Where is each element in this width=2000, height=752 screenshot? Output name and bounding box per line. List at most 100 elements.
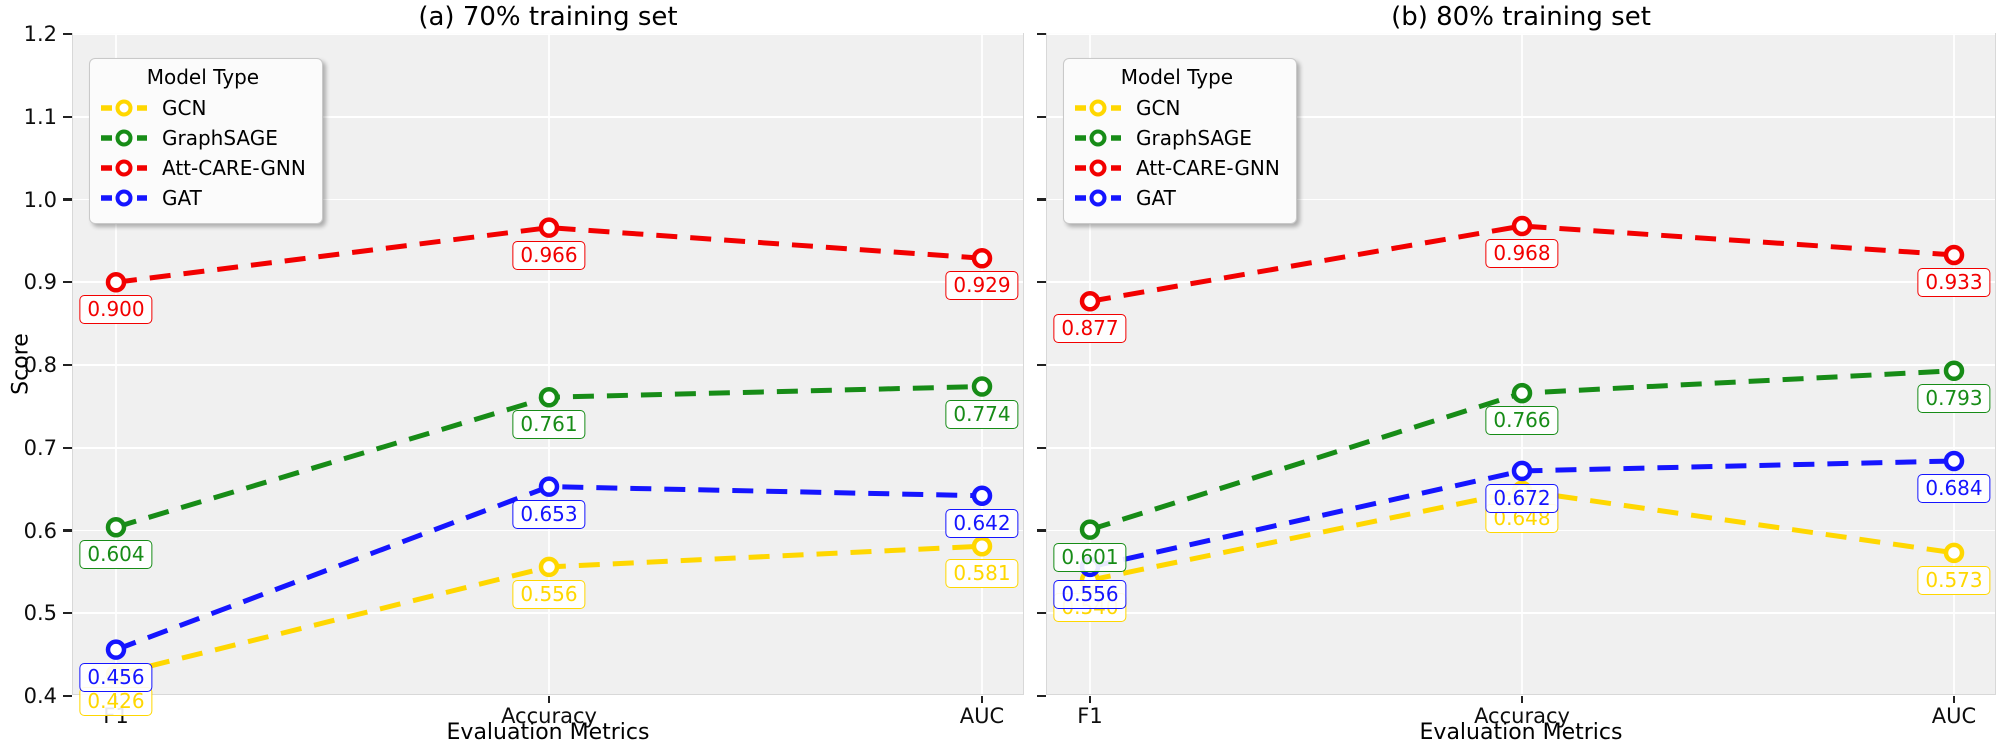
y-tick-mark (62, 612, 72, 615)
legend-item-label: GCN (1136, 96, 1181, 120)
legend-marker (115, 189, 133, 207)
data-label-GCN: 0.426 (79, 687, 153, 717)
y-tick-mark (1036, 281, 1046, 284)
y-tick-label: 1.2 (23, 22, 57, 46)
data-point-marker-GraphSAGE (1511, 382, 1533, 404)
data-label-Att-CARE-GNN: 0.933 (1917, 267, 1991, 297)
legend-item-GAT: GAT (1074, 183, 1280, 213)
legend-item-label: GraphSAGE (162, 126, 278, 150)
data-point-marker-GraphSAGE (971, 376, 993, 397)
data-point-marker-GCN (538, 556, 560, 578)
y-tick-label: 0.7 (23, 435, 57, 460)
y-gridline (73, 33, 1023, 35)
y-gridline (1047, 612, 1995, 615)
y-tick-label: 0.9 (23, 270, 57, 295)
y-tick-label: 0.4 (23, 684, 57, 708)
data-label-GCN: 0.556 (512, 579, 586, 609)
y-gridline (73, 281, 1023, 284)
line-marker-swatch-GCN (101, 99, 147, 117)
data-point-marker-GAT (1943, 450, 1965, 472)
legend-item-GCN: GCN (100, 93, 306, 123)
line-marker-swatch-GraphSAGE (101, 129, 147, 147)
data-point-marker-Att-CARE-GNN (1079, 291, 1101, 312)
x-tick-label: Accuracy (1474, 704, 1570, 728)
x-tick-mark (980, 696, 984, 703)
y-tick-mark (62, 281, 72, 284)
legend-item-Att-CARE-GNN: Att-CARE-GNN (1074, 153, 1280, 183)
y-gridline (1047, 695, 1995, 697)
y-tick-mark (1036, 446, 1046, 449)
x-tick-mark (1088, 696, 1092, 703)
x-tick-mark (1952, 696, 1956, 703)
y-gridline (1047, 198, 1995, 201)
legend-marker (1089, 99, 1107, 117)
data-label-GAT: 0.556 (1053, 579, 1127, 609)
y-gridline (73, 695, 1023, 697)
line-marker-swatch-GAT (101, 189, 147, 207)
y-tick-mark (1036, 198, 1046, 201)
y-tick-mark (1036, 115, 1046, 118)
data-point-marker-GAT (971, 485, 993, 506)
x-gridline (115, 34, 117, 694)
y-gridline (73, 612, 1023, 615)
legend-item-GraphSAGE: GraphSAGE (100, 123, 306, 153)
series-line-GCN (1089, 488, 1955, 583)
data-point-marker-GraphSAGE (105, 516, 127, 538)
legend-title: Model Type (146, 65, 260, 89)
data-label-GraphSAGE: 0.774 (945, 399, 1019, 429)
line-marker-swatch-GraphSAGE (1075, 129, 1121, 147)
y-tick-mark (62, 198, 72, 201)
legend-marker (115, 129, 133, 147)
x-tick-label: AUC (1931, 704, 1977, 728)
data-label-GAT: 0.642 (945, 508, 1019, 538)
y-tick-mark (1036, 529, 1046, 532)
y-tick-mark (62, 363, 72, 367)
legend-marker (1089, 129, 1107, 147)
data-point-marker-Att-CARE-GNN (538, 217, 560, 238)
y-gridline (73, 364, 1023, 366)
y-tick-mark (62, 694, 72, 698)
y-tick-label: 1.1 (23, 104, 57, 129)
y-gridline (1047, 364, 1995, 366)
y-gridline (73, 529, 1023, 532)
x-tick-label: Accuracy (501, 704, 597, 728)
x-tick-mark (1520, 696, 1524, 703)
line-marker-swatch-GAT (1075, 189, 1121, 207)
legend-item-label: GCN (162, 96, 207, 120)
x-gridline (548, 34, 550, 694)
data-label-GAT: 0.653 (512, 499, 586, 529)
line-marker-swatch-Att-CARE-GNN (101, 159, 147, 177)
y-tick-mark (62, 446, 72, 449)
series-line-Att-CARE-GNN (115, 225, 983, 285)
y-tick-mark (1036, 363, 1046, 367)
data-label-GraphSAGE: 0.604 (79, 540, 153, 570)
legend-item-label: Att-CARE-GNN (162, 156, 306, 180)
legend-item-GraphSAGE: GraphSAGE (1074, 123, 1280, 153)
data-label-Att-CARE-GNN: 0.968 (1485, 238, 1559, 268)
legend-marker (1089, 159, 1107, 177)
x-tick-label: AUC (959, 704, 1005, 728)
data-point-marker-GAT (538, 476, 560, 497)
y-tick-label: 0.5 (23, 601, 57, 626)
data-label-Att-CARE-GNN: 0.929 (945, 271, 1019, 301)
legend-marker (115, 99, 133, 117)
legend-marker (1089, 189, 1107, 207)
legend: Model Type GCN GraphSAGE Att-CARE-GNN GAT (89, 58, 323, 224)
y-tick-label: 1.0 (23, 187, 57, 212)
data-point-marker-Att-CARE-GNN (1943, 244, 1965, 266)
data-label-GCN: 0.581 (945, 559, 1019, 589)
series-line-Att-CARE-GNN (1089, 223, 1955, 304)
legend-item-GAT: GAT (100, 183, 306, 213)
x-gridline (981, 34, 983, 694)
panel-a-plot-area: 0.40.50.60.70.80.91.01.11.2F1AccuracyAUC… (24, 22, 1024, 728)
data-label-GAT: 0.672 (1485, 483, 1559, 513)
y-gridline (1047, 281, 1995, 284)
legend-title: Model Type (1120, 65, 1234, 89)
legend-marker (115, 159, 133, 177)
y-tick-mark (1036, 694, 1046, 698)
line-marker-swatch-GCN (1075, 99, 1121, 117)
x-axis-label-b: Evaluation Metrics (1419, 720, 1623, 745)
legend-item-GCN: GCN (1074, 93, 1280, 123)
y-tick-mark (62, 32, 72, 36)
legend-item-label: GraphSAGE (1136, 126, 1252, 150)
